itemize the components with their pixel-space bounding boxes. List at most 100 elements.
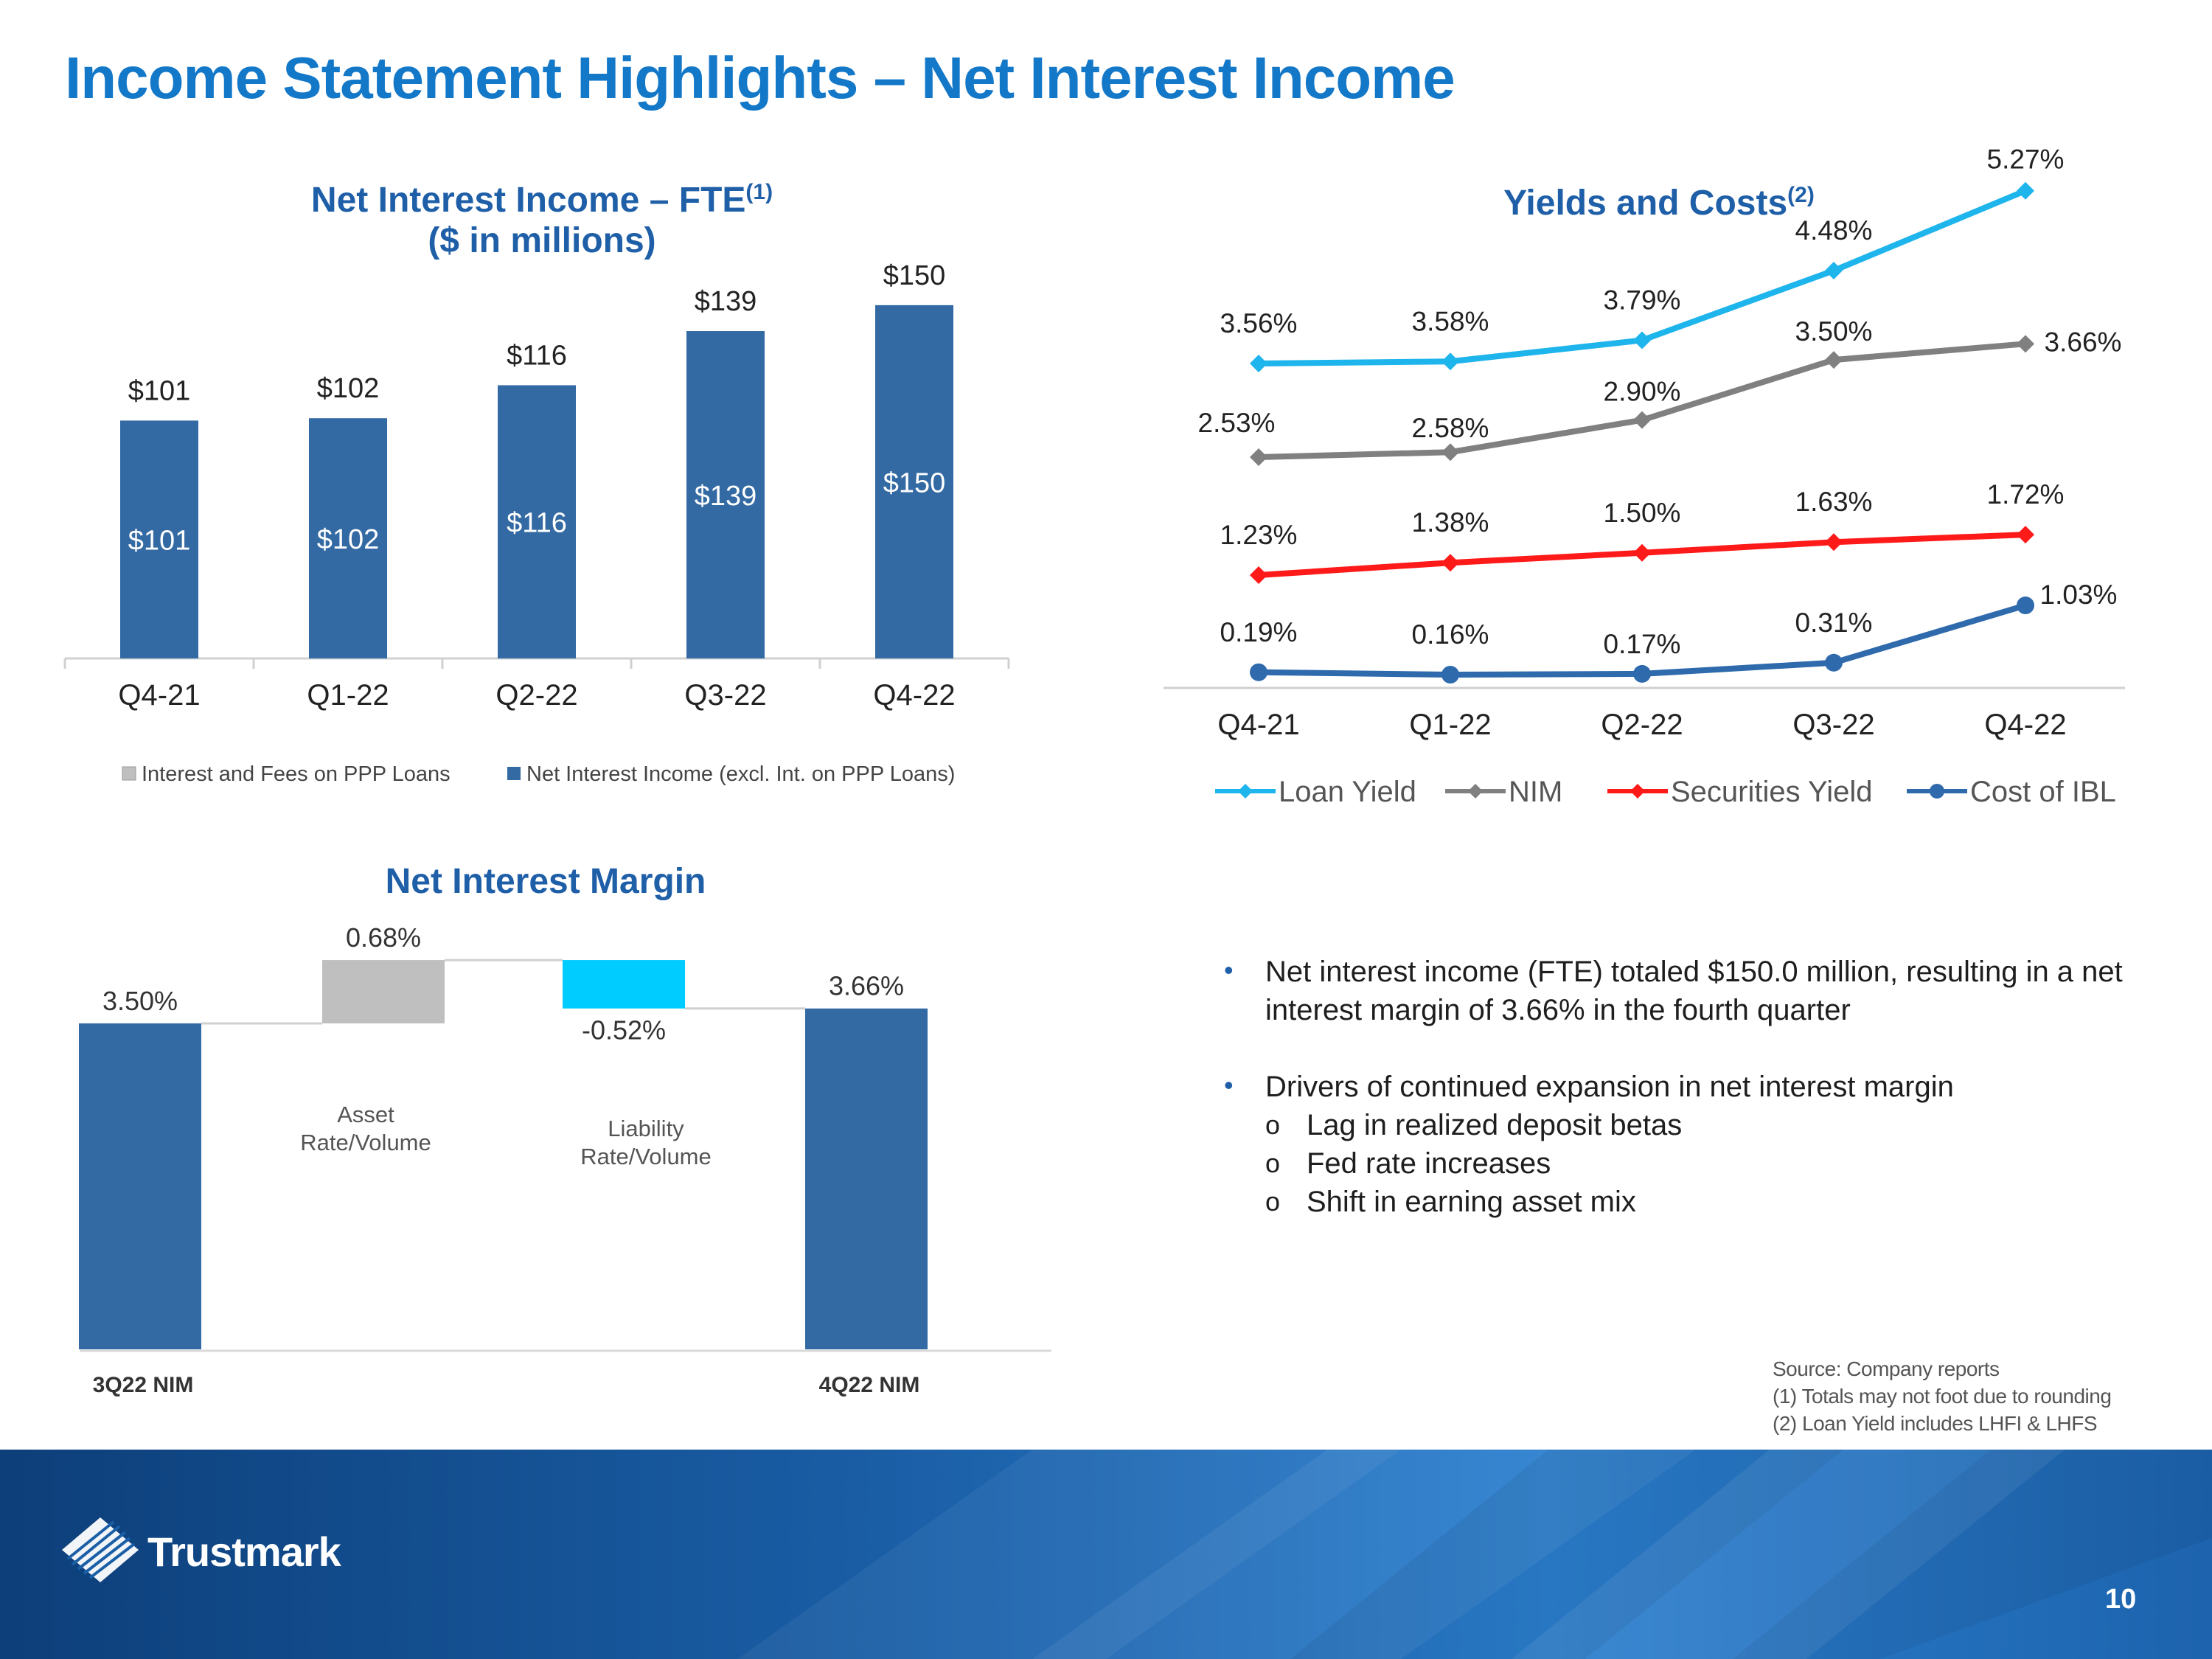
footer-pattern xyxy=(737,1450,2212,1659)
sub-bullet-fed-rate: Fed rate increases xyxy=(1224,1144,2146,1183)
yields-legend-marker-cost-of-ibl xyxy=(1930,784,1944,799)
yields-chart-title: Yields and Costs(2) xyxy=(1438,183,1880,223)
nii-bar-total-label: $102 xyxy=(317,373,380,404)
nii-bar-inner-label: $150 xyxy=(883,467,946,498)
nii-bar-total-label: $139 xyxy=(695,286,757,317)
nii-bar-inner-label: $139 xyxy=(695,481,757,512)
yields-point-loan-yield xyxy=(1825,261,1843,279)
yields-point-cost-of-ibl xyxy=(1633,664,1651,683)
nim-category-label-asset-rate-volume: Rate/Volume xyxy=(300,1130,431,1155)
yields-data-label-cost-of-ibl: 0.17% xyxy=(1604,629,1681,659)
nii-bar-inner-label: $102 xyxy=(317,524,380,555)
nim-bar-asset-rate-volume xyxy=(322,960,445,1023)
yields-data-label-securities-yield: 1.23% xyxy=(1220,520,1298,550)
yields-data-label-loan-yield: 5.27% xyxy=(1987,145,2065,175)
yields-point-nim xyxy=(2017,335,2034,353)
yields-point-securities-yield xyxy=(1441,554,1459,572)
nii-x-tick-label: Q4-21 xyxy=(118,679,200,712)
yields-data-label-nim: 3.50% xyxy=(1795,316,1873,347)
yields-legend-marker-securities-yield xyxy=(1630,784,1645,799)
yields-data-label-nim: 2.90% xyxy=(1604,377,1681,407)
nii-legend-ppp-swatch xyxy=(122,766,136,781)
trustmark-logo-icon xyxy=(62,1517,139,1582)
sub-bullet-deposit-betas: Lag in realized deposit betas xyxy=(1224,1106,2146,1144)
yields-legend-marker-loan-yield xyxy=(1238,784,1253,799)
yields-legend-label-securities-yield: Securities Yield xyxy=(1671,776,1872,808)
yields-data-label-loan-yield: 3.56% xyxy=(1220,308,1298,338)
nii-legend-nii-label: Net Interest Income (excl. Int. on PPP L… xyxy=(526,762,955,786)
trustmark-logo-text: Trustmark xyxy=(147,1528,341,1575)
nim-category-label-liability-rate-volume: Liability xyxy=(608,1116,684,1141)
yields-data-label-cost-of-ibl: 1.03% xyxy=(2040,580,2118,610)
nii-x-tick-label: Q3-22 xyxy=(684,679,766,712)
nii-bar-q4-21 xyxy=(120,420,198,658)
footer-band xyxy=(0,1450,2212,1659)
yields-point-cost-of-ibl xyxy=(1825,653,1843,672)
nim-category-label-liability-rate-volume: Rate/Volume xyxy=(580,1144,712,1169)
yields-legend-marker-nim xyxy=(1468,784,1483,799)
nim-category-label-asset-rate-volume: Asset xyxy=(337,1102,394,1127)
page-title: Income Statement Highlights – Net Intere… xyxy=(65,45,1455,111)
nii-bar-total-label: $150 xyxy=(883,260,946,291)
yields-x-tick-label: Q3-22 xyxy=(1792,709,1874,741)
yields-point-securities-yield xyxy=(1250,566,1267,584)
footnote-1: (1) Totals may not foot due to rounding xyxy=(1773,1385,2112,1408)
yields-point-nim xyxy=(1441,443,1459,462)
nii-bar-q2-22 xyxy=(498,385,576,658)
source-notes: Source: Company reports (1) Totals may n… xyxy=(1773,1355,2112,1437)
yields-point-loan-yield xyxy=(1250,355,1267,372)
yields-point-cost-of-ibl xyxy=(1441,666,1459,684)
nii-bar-total-label: $101 xyxy=(128,375,191,406)
yields-x-tick-label: Q2-22 xyxy=(1601,709,1683,741)
nii-subtitle: ($ in millions) xyxy=(428,221,656,260)
page-number: 10 xyxy=(2105,1584,2137,1615)
nim-value-label-4q22-nim: 3.66% xyxy=(829,971,904,1001)
nii-x-tick-label: Q4-22 xyxy=(873,679,955,712)
yields-point-loan-yield xyxy=(2017,181,2034,200)
yields-point-loan-yield xyxy=(1441,352,1459,371)
yields-line-chart: Q4-21 Q1-22 Q2-22 Q3-22 Q4-22 3.56% 3.58% 3.79%… xyxy=(1164,145,2125,808)
yields-legend-label-cost-of-ibl: Cost of IBL xyxy=(1970,776,2116,808)
yields-data-label-cost-of-ibl: 0.16% xyxy=(1412,619,1489,650)
nim-bar-3q22-nim xyxy=(79,1023,201,1349)
sub-bullet-asset-mix: Shift in earning asset mix xyxy=(1224,1183,2146,1221)
yields-x-tick-label: Q4-21 xyxy=(1217,709,1299,741)
nii-bar-total-label: $116 xyxy=(507,340,567,371)
nii-legend-nii-swatch xyxy=(507,767,521,780)
yields-title-footnote: (2) xyxy=(1787,183,1815,207)
yields-point-cost-of-ibl xyxy=(1250,663,1267,681)
nii-bar-chart: $101 $101 Q4-21 $102 $102 Q1-22 $116 $116 Q2-22 $… xyxy=(63,260,1010,786)
nii-title-footnote: (1) xyxy=(745,180,773,204)
yields-data-label-nim: 2.53% xyxy=(1198,408,1276,438)
nim-value-label-3q22-nim: 3.50% xyxy=(102,986,178,1016)
nim-bar-4q22-nim xyxy=(805,1008,928,1349)
nim-value-label-asset-rate-volume: 0.68% xyxy=(346,922,421,953)
yields-point-cost-of-ibl xyxy=(2017,597,2034,615)
nim-category-label-3q22-nim: 3Q22 NIM xyxy=(93,1373,194,1397)
commentary-bullets: Net interest income (FTE) totaled $150.0… xyxy=(1224,951,2146,1221)
yields-data-label-nim: 3.66% xyxy=(2045,327,2122,357)
yields-legend-label-loan-yield: Loan Yield xyxy=(1279,776,1416,808)
nim-category-label-4q22-nim: 4Q22 NIM xyxy=(819,1373,920,1397)
nii-x-tick-label: Q2-22 xyxy=(495,679,577,712)
yields-point-nim xyxy=(1825,351,1843,369)
yields-legend-label-nim: NIM xyxy=(1509,776,1562,808)
footnote-2: (2) Loan Yield includes LHFI & LHFS xyxy=(1773,1412,2098,1435)
yields-data-label-securities-yield: 1.72% xyxy=(1987,479,2065,509)
yields-point-nim xyxy=(1633,411,1651,429)
yields-data-label-loan-yield: 3.79% xyxy=(1604,285,1681,315)
nii-bar-q4-22 xyxy=(875,305,953,658)
yields-point-securities-yield xyxy=(1825,533,1843,552)
yields-data-label-securities-yield: 1.63% xyxy=(1795,487,1873,517)
nii-legend-ppp-label: Interest and Fees on PPP Loans xyxy=(142,762,451,786)
nii-bar-q3-22 xyxy=(686,331,765,658)
nii-bar-q1-22 xyxy=(309,418,387,658)
nim-bar-liability-rate-volume xyxy=(563,960,685,1009)
yields-title-text: Yields and Costs xyxy=(1503,184,1788,223)
yields-point-nim xyxy=(1250,448,1267,466)
nii-x-tick-label: Q1-22 xyxy=(307,679,389,712)
nii-bar-inner-label: $101 xyxy=(128,526,191,557)
yields-data-label-securities-yield: 1.38% xyxy=(1412,507,1489,538)
nii-chart-title: Net Interest Income – FTE(1) ($ in milli… xyxy=(265,180,818,261)
source-line: Source: Company reports xyxy=(1773,1357,2000,1380)
